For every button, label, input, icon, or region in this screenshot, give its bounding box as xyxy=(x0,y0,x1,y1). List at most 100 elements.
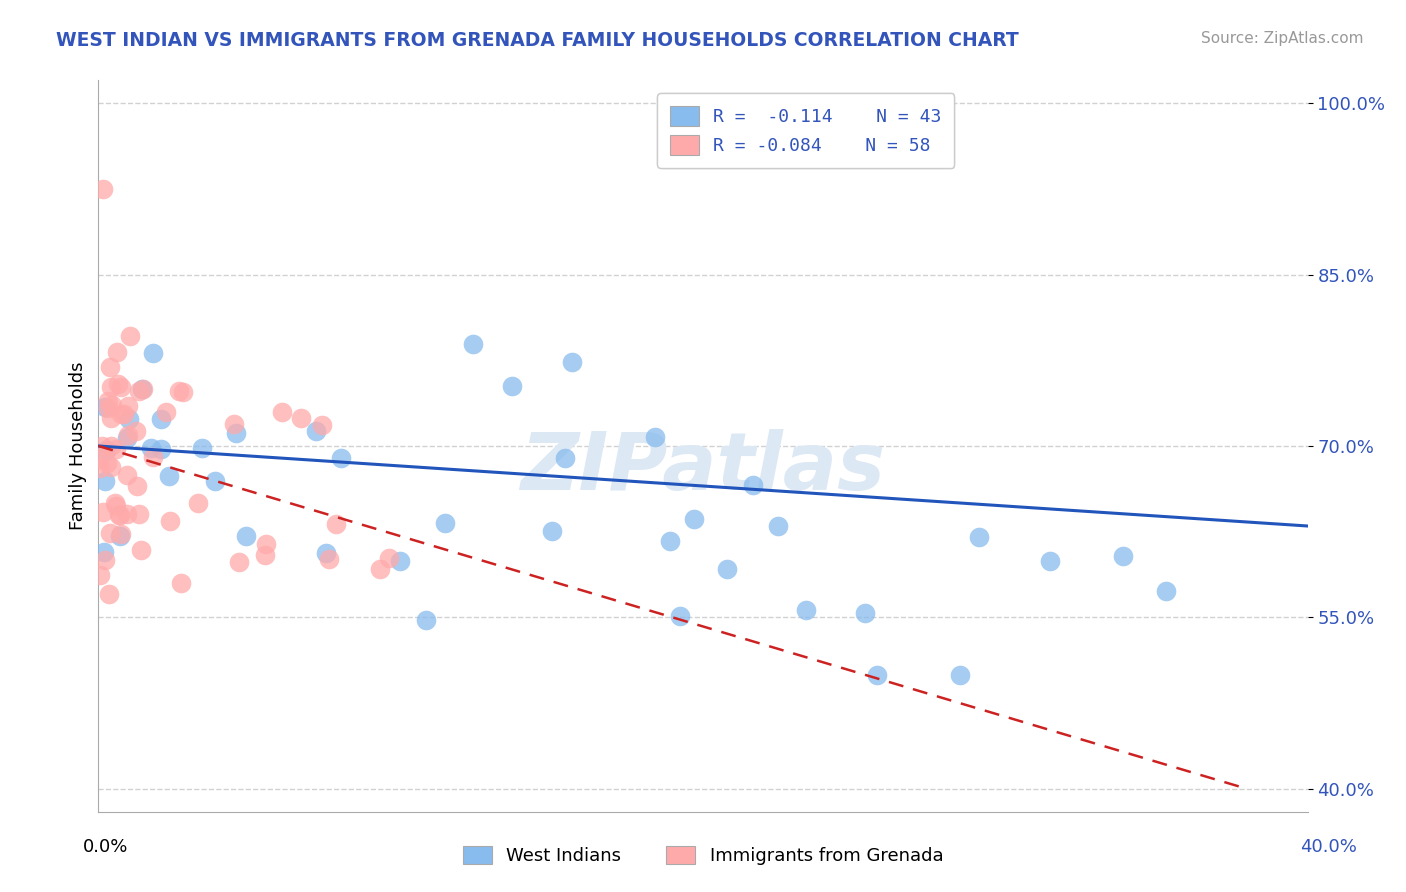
Point xyxy=(89,568,111,582)
Point xyxy=(853,606,876,620)
Point xyxy=(100,380,122,394)
Point xyxy=(98,525,121,540)
Text: 40.0%: 40.0% xyxy=(1301,838,1357,855)
Point xyxy=(115,431,138,445)
Point xyxy=(187,496,209,510)
Point xyxy=(93,545,115,559)
Point xyxy=(98,359,121,374)
Point xyxy=(501,378,523,392)
Point xyxy=(433,516,456,530)
Point xyxy=(461,337,484,351)
Point xyxy=(766,519,789,533)
Point xyxy=(290,411,312,425)
Point xyxy=(716,561,738,575)
Point xyxy=(100,440,122,454)
Point xyxy=(318,551,340,566)
Point xyxy=(118,412,141,426)
Point xyxy=(368,562,391,576)
Point xyxy=(105,344,128,359)
Point xyxy=(271,405,294,419)
Point xyxy=(107,377,129,392)
Y-axis label: Family Households: Family Households xyxy=(69,362,87,530)
Point xyxy=(561,354,583,368)
Point xyxy=(112,408,135,422)
Point xyxy=(305,425,328,439)
Point xyxy=(172,384,194,399)
Point xyxy=(125,478,148,492)
Point xyxy=(204,474,226,488)
Point xyxy=(311,418,333,433)
Point xyxy=(90,440,112,454)
Point xyxy=(128,384,150,398)
Legend: West Indians, Immigrants from Grenada: West Indians, Immigrants from Grenada xyxy=(454,837,952,874)
Point xyxy=(150,442,173,456)
Point xyxy=(132,382,155,396)
Text: WEST INDIAN VS IMMIGRANTS FROM GRENADA FAMILY HOUSEHOLDS CORRELATION CHART: WEST INDIAN VS IMMIGRANTS FROM GRENADA F… xyxy=(56,31,1019,50)
Point xyxy=(100,398,122,412)
Point xyxy=(108,508,131,522)
Point xyxy=(325,517,347,532)
Point xyxy=(1112,549,1135,564)
Point xyxy=(967,530,990,544)
Point xyxy=(1154,584,1177,599)
Point xyxy=(100,460,122,475)
Point xyxy=(128,507,150,521)
Point xyxy=(100,410,122,425)
Point xyxy=(115,508,138,522)
Point xyxy=(741,478,763,492)
Point xyxy=(668,609,690,624)
Point xyxy=(254,537,277,551)
Text: Source: ZipAtlas.com: Source: ZipAtlas.com xyxy=(1201,31,1364,46)
Point xyxy=(139,442,162,456)
Point xyxy=(388,553,411,567)
Point xyxy=(796,603,818,617)
Point xyxy=(541,524,564,538)
Point xyxy=(169,384,191,398)
Point xyxy=(682,512,704,526)
Point xyxy=(96,456,118,470)
Point xyxy=(117,467,139,482)
Point xyxy=(658,534,681,549)
Point xyxy=(93,553,115,567)
Point xyxy=(104,442,127,457)
Point xyxy=(644,430,666,444)
Point xyxy=(125,424,148,438)
Point xyxy=(110,407,132,421)
Point xyxy=(89,450,111,465)
Point xyxy=(108,529,131,543)
Point xyxy=(228,554,250,568)
Point xyxy=(110,379,132,393)
Point xyxy=(235,529,257,543)
Point xyxy=(554,450,576,465)
Point xyxy=(222,417,245,432)
Point xyxy=(225,425,247,440)
Point xyxy=(142,346,165,360)
Point xyxy=(120,329,142,343)
Point xyxy=(1039,554,1062,568)
Point xyxy=(110,527,132,541)
Point xyxy=(157,469,180,483)
Point xyxy=(131,382,153,396)
Point xyxy=(866,667,889,681)
Point xyxy=(315,546,337,560)
Point xyxy=(253,548,276,562)
Point xyxy=(91,504,114,518)
Text: ZIPatlas: ZIPatlas xyxy=(520,429,886,507)
Point xyxy=(142,450,165,465)
Point xyxy=(150,412,173,426)
Point xyxy=(94,442,117,457)
Point xyxy=(94,401,117,415)
Point xyxy=(949,667,972,681)
Point xyxy=(91,182,114,196)
Legend: R =  -0.114    N = 43, R = -0.084    N = 58: R = -0.114 N = 43, R = -0.084 N = 58 xyxy=(657,93,955,168)
Point xyxy=(89,461,111,475)
Point xyxy=(93,475,115,489)
Point xyxy=(108,508,131,522)
Point xyxy=(98,587,121,601)
Point xyxy=(104,496,127,510)
Point xyxy=(117,427,139,442)
Text: 0.0%: 0.0% xyxy=(83,838,128,855)
Point xyxy=(155,405,177,419)
Point xyxy=(330,451,353,466)
Point xyxy=(377,550,399,565)
